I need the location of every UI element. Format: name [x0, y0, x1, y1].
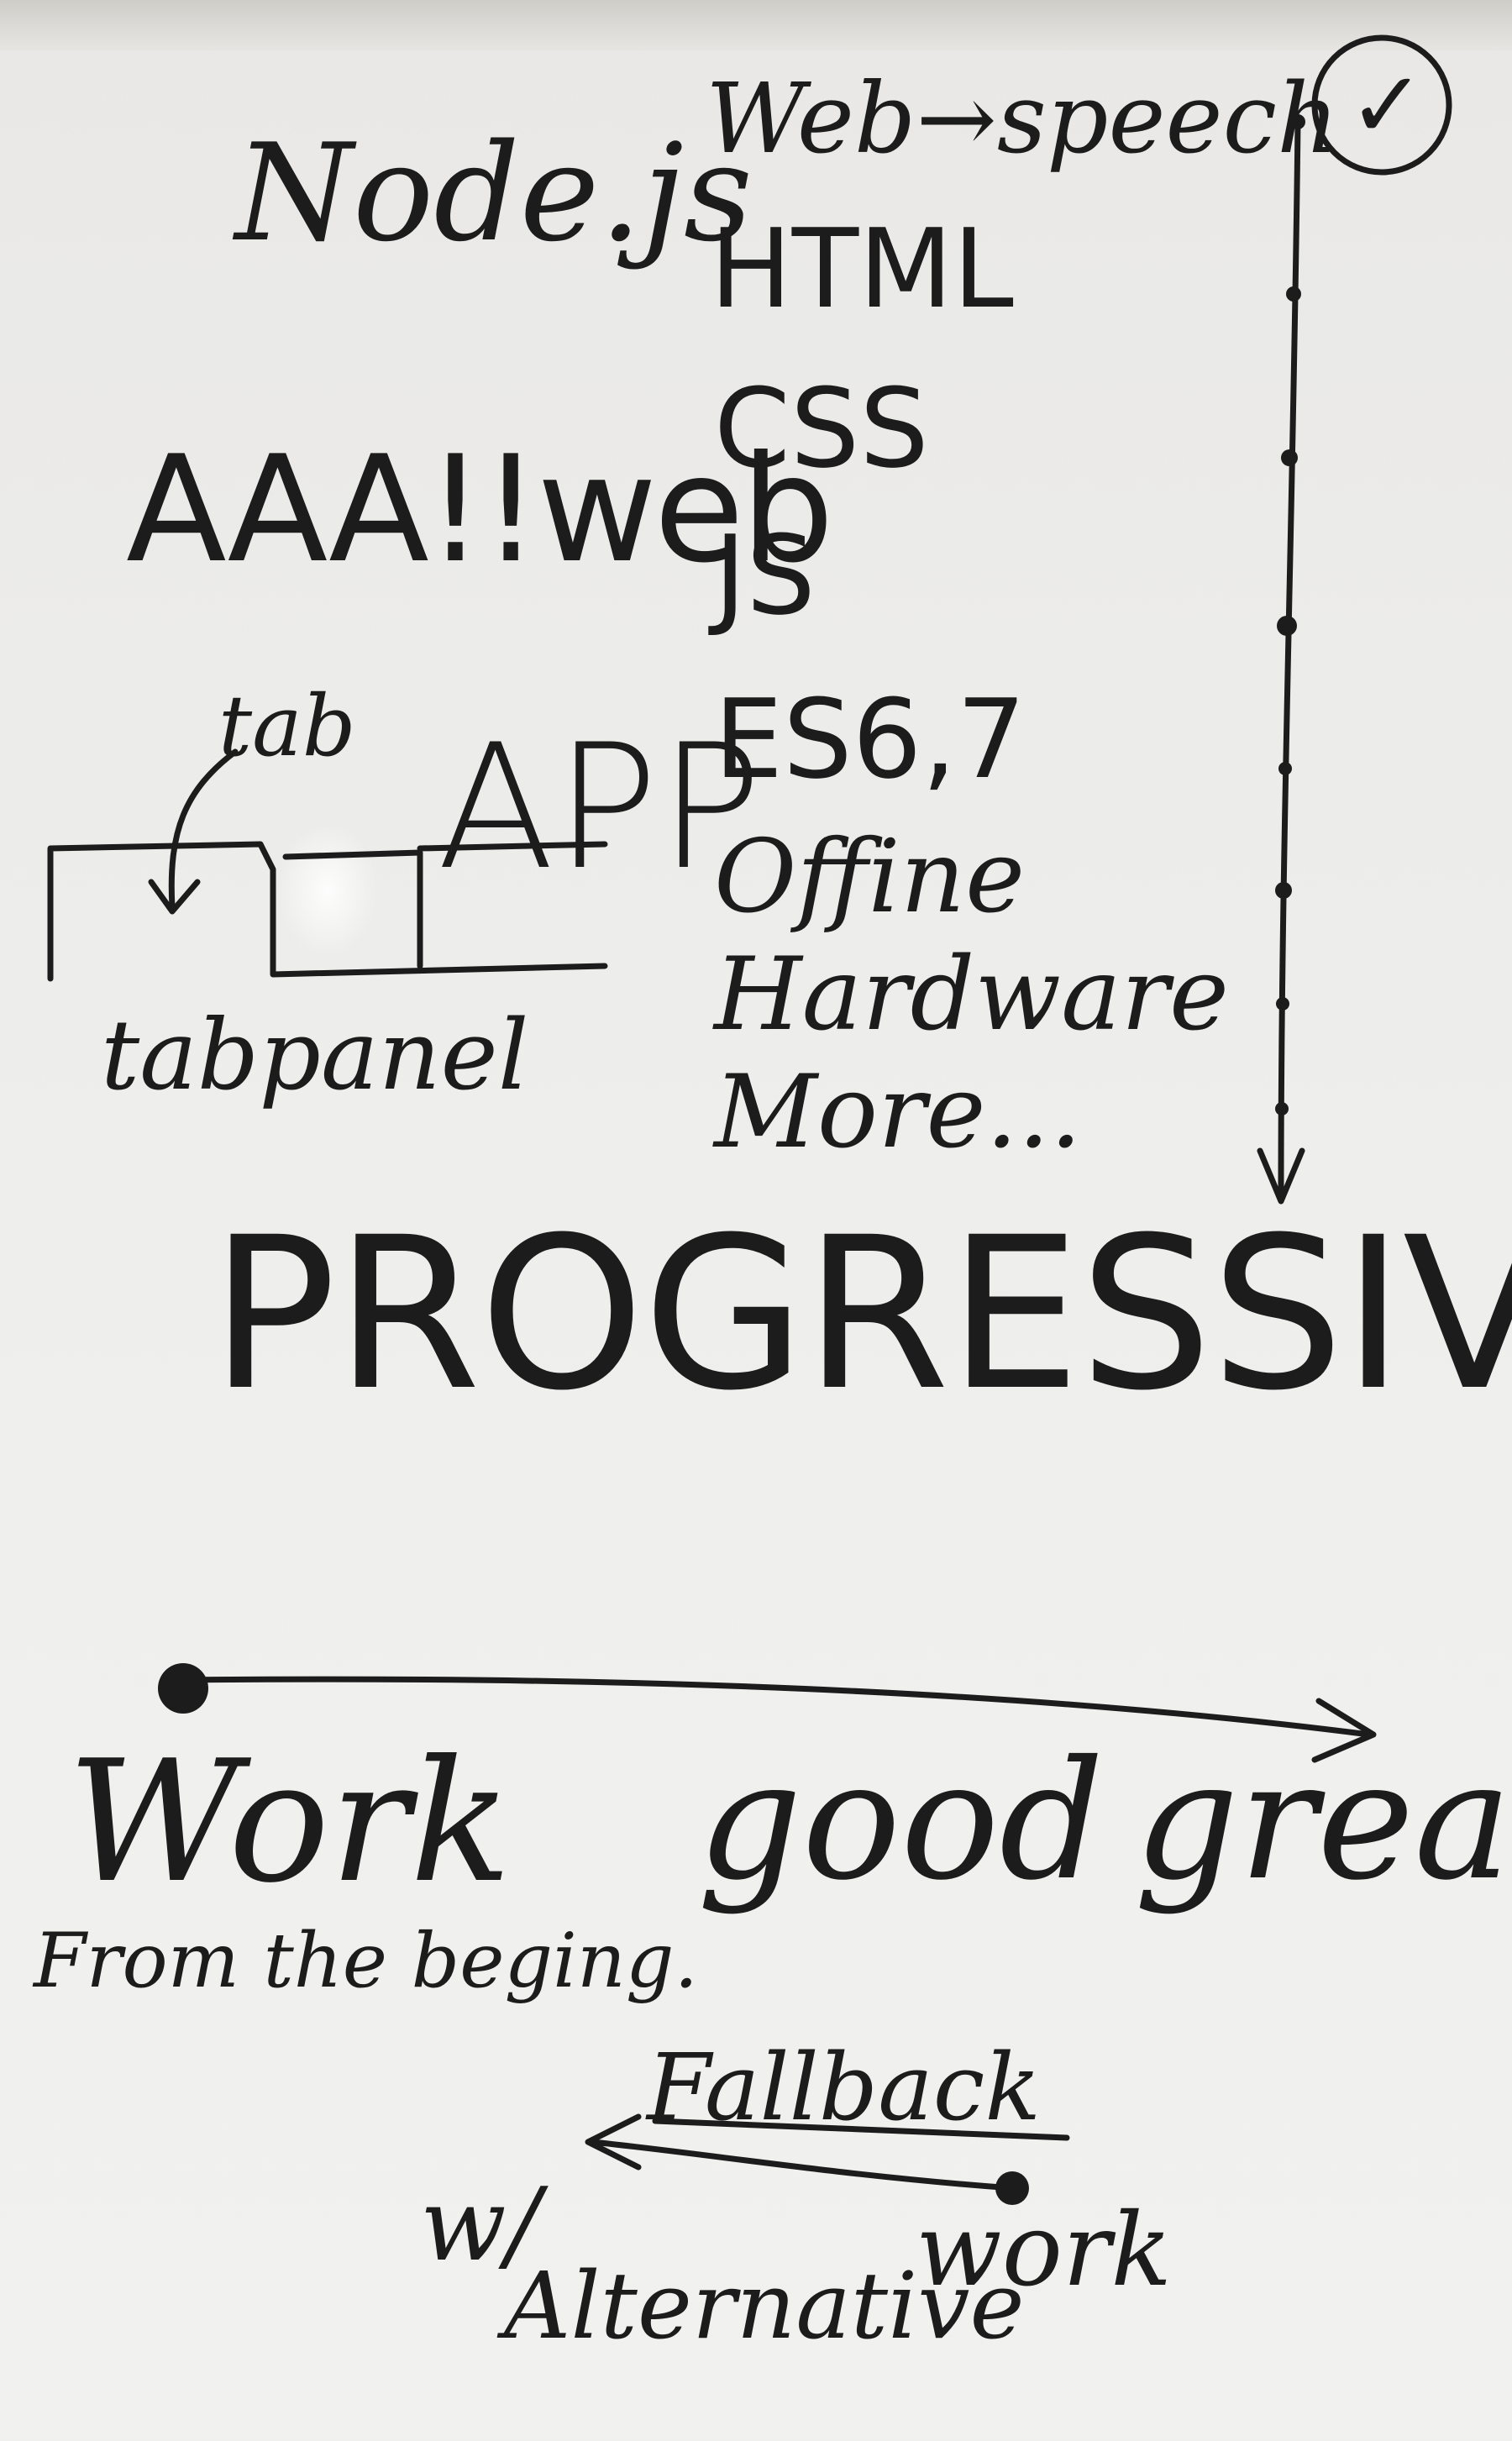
timeline-arrowhead	[1257, 1147, 1305, 1205]
nodejs-text: Node.js	[235, 114, 753, 271]
timeline-dot	[1278, 762, 1292, 775]
timeline-dot	[1276, 997, 1289, 1011]
timeline-dot	[1277, 616, 1297, 636]
scale-arrowhead	[1311, 1698, 1377, 1763]
tech-offline: Offine	[714, 819, 1026, 936]
fallback-label: Fallback	[647, 2034, 1042, 2141]
with-text: w/	[420, 2167, 541, 2284]
whiteboard-frame	[0, 0, 1512, 50]
app-text: APP	[437, 708, 763, 908]
tech-web-speech: Web→speech	[706, 63, 1340, 176]
timeline-dot	[1286, 286, 1301, 302]
tab-outline-3	[417, 841, 608, 852]
tab-arrow	[168, 748, 239, 911]
tab-text: tab	[218, 677, 356, 775]
scale-line	[180, 1676, 1373, 1738]
fallback-underline	[652, 2118, 1070, 2141]
scale-start-dot	[158, 1663, 208, 1714]
timeline-line	[1278, 118, 1301, 1196]
tech-css: CSS	[714, 365, 929, 492]
progressive-headline: PROGRESSIVE	[210, 1192, 1512, 1436]
tabpanel-text: tabpanel	[101, 1000, 529, 1112]
timeline-dot	[1275, 1102, 1289, 1116]
work-label: Work	[67, 1724, 512, 1920]
tech-es67: ES6,7	[714, 675, 1026, 803]
check-mark-icon: ✓	[1348, 51, 1426, 159]
timeline-dot	[1290, 114, 1305, 129]
fallback-line	[589, 2139, 1016, 2192]
tab-arrowhead	[148, 879, 201, 915]
a11y-web-text: AAA!!web	[126, 425, 834, 596]
tech-more: More...	[714, 1054, 1082, 1171]
tech-hardware: Hardware	[714, 937, 1230, 1053]
from-beginning-text: From the beging.	[34, 1917, 699, 2005]
tech-js: JS	[714, 512, 816, 639]
tab-outline	[47, 841, 608, 982]
timeline-dot	[1275, 882, 1292, 899]
timeline-dot	[1281, 449, 1298, 466]
great-label: great	[1134, 1725, 1512, 1916]
tab-outline-2	[282, 849, 423, 969]
good-label: good	[697, 1725, 1105, 1916]
light-glare	[277, 823, 378, 958]
check-circle	[1311, 34, 1452, 176]
tech-html: HTML	[710, 205, 1014, 333]
fallback-work-text: work	[916, 2192, 1173, 2309]
fallback-arrowhead	[585, 2113, 642, 2171]
alternative-text: Alternative	[504, 2252, 1025, 2360]
